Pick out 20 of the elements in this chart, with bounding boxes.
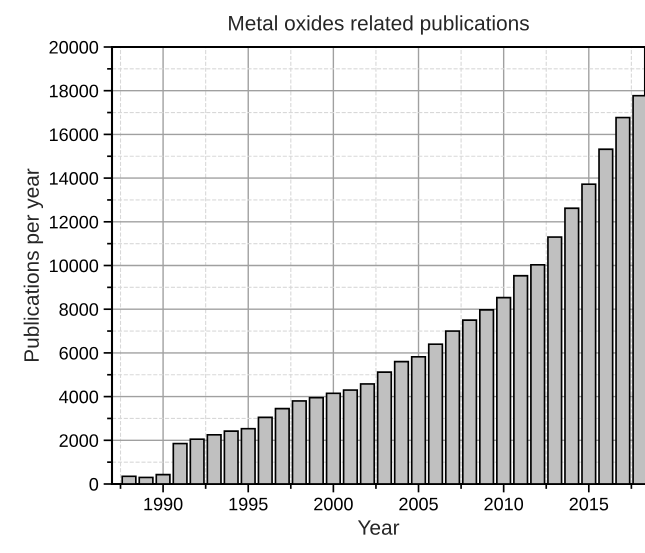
x-tick-label: 2000 (314, 498, 353, 510)
x-tick-label: 2010 (484, 498, 524, 510)
y-tick-label: 12000 (50, 216, 98, 229)
chart-title: Metal oxides related publications (229, 15, 529, 35)
y-tick-label: 8000 (59, 303, 98, 316)
x-tick-label: 2015 (570, 498, 608, 510)
x-tick-label: 1990 (144, 498, 182, 510)
y-tick-label: 16000 (50, 128, 98, 142)
y-tick-label: 10000 (50, 259, 98, 272)
y-tick-label: 20000 (50, 40, 98, 54)
y-tick-label: 2000 (60, 434, 98, 448)
y-tick-label: 4000 (59, 390, 98, 404)
y-axis-title: Publications per year (24, 168, 44, 362)
y-tick-label: 14000 (50, 172, 98, 185)
x-tick-label: 2005 (399, 498, 438, 510)
y-tick-label: 6000 (60, 346, 98, 360)
y-tick-label: 0 (89, 478, 98, 491)
x-axis-title: Year (358, 520, 400, 535)
y-tick-label: 18000 (50, 84, 98, 98)
x-tick-label: 1995 (230, 498, 268, 510)
